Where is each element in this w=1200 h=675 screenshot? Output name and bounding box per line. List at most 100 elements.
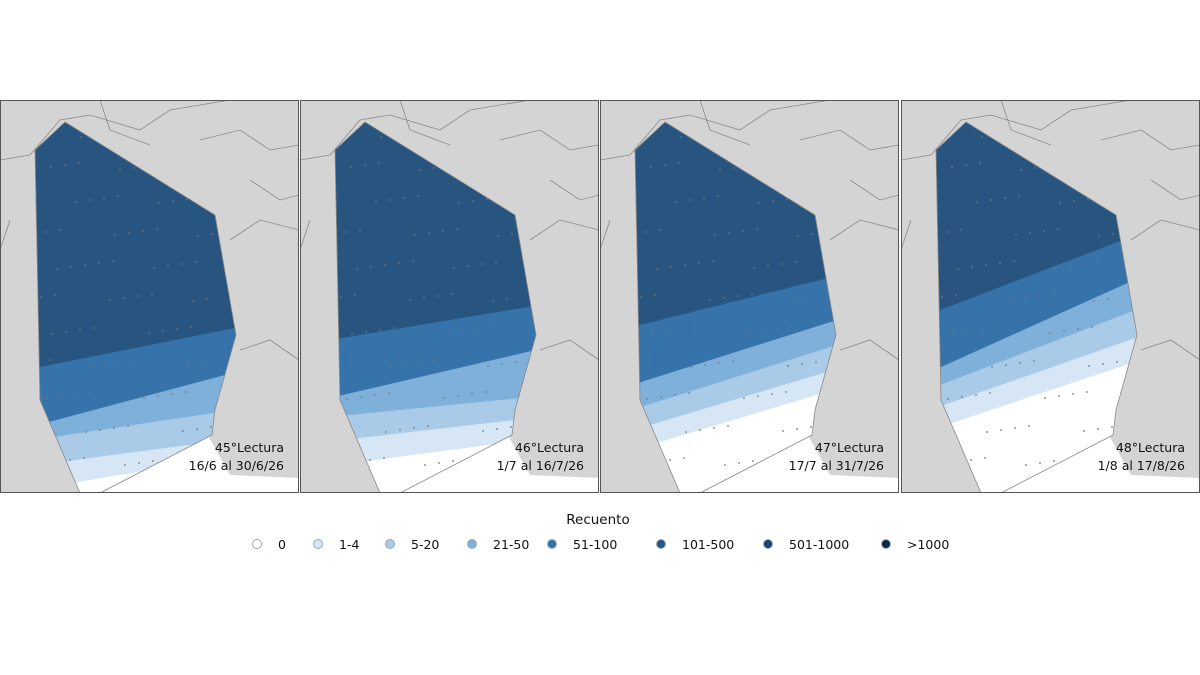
station xyxy=(65,331,67,333)
station xyxy=(418,362,420,364)
station xyxy=(1096,261,1098,263)
station xyxy=(374,394,376,396)
border-line xyxy=(829,219,899,241)
station xyxy=(497,235,499,237)
station xyxy=(56,268,58,270)
station xyxy=(811,233,813,235)
legend-swatch xyxy=(252,539,262,549)
station xyxy=(195,261,197,263)
station xyxy=(664,164,666,166)
station xyxy=(1019,362,1021,364)
station xyxy=(1097,428,1099,430)
station xyxy=(201,363,203,365)
station xyxy=(1091,326,1093,328)
region-outline xyxy=(634,121,837,493)
station xyxy=(670,266,672,268)
station xyxy=(113,427,115,429)
panel-dates: 1/7 al 16/7/26 xyxy=(497,458,584,473)
station xyxy=(428,232,430,234)
station xyxy=(119,169,121,171)
border-line xyxy=(0,219,11,251)
station xyxy=(354,294,356,296)
map-panel: 47°Lectura 17/7 al 31/7/26 xyxy=(600,100,899,493)
border-line xyxy=(249,179,299,201)
station xyxy=(986,431,988,433)
station xyxy=(659,229,661,231)
station xyxy=(471,393,473,395)
station xyxy=(767,265,769,267)
station xyxy=(712,260,714,262)
station xyxy=(69,459,71,461)
panel-dates: 17/7 al 31/7/26 xyxy=(789,458,884,473)
station xyxy=(389,199,391,201)
station xyxy=(109,299,111,301)
station xyxy=(786,198,788,200)
station xyxy=(1098,235,1100,237)
station xyxy=(1010,299,1012,301)
station xyxy=(1028,425,1030,427)
station xyxy=(142,230,144,232)
station xyxy=(501,363,503,365)
station xyxy=(118,362,120,364)
station xyxy=(379,329,381,331)
station xyxy=(1063,330,1065,332)
station xyxy=(187,365,189,367)
station xyxy=(955,294,957,296)
station xyxy=(752,460,754,462)
station xyxy=(192,300,194,302)
station xyxy=(1000,429,1002,431)
map-panel: 48°Lectura 1/8 al 17/8/26 xyxy=(901,100,1200,493)
station xyxy=(413,427,415,429)
border-line xyxy=(229,219,299,241)
station xyxy=(727,425,729,427)
station xyxy=(771,393,773,395)
station xyxy=(176,328,178,330)
station xyxy=(719,169,721,171)
station xyxy=(970,459,972,461)
station xyxy=(433,167,435,169)
station xyxy=(385,431,387,433)
station xyxy=(1059,202,1061,204)
station xyxy=(1086,391,1088,393)
station xyxy=(1116,361,1118,363)
station xyxy=(133,167,135,169)
station xyxy=(409,299,411,301)
station xyxy=(185,391,187,393)
legend-swatch xyxy=(467,539,477,549)
legend-label: 21-50 xyxy=(493,537,529,552)
station xyxy=(98,262,100,264)
panel-title: 45°Lectura xyxy=(215,440,284,455)
station xyxy=(210,426,212,428)
station xyxy=(796,428,798,430)
station xyxy=(117,195,119,197)
station xyxy=(1043,230,1045,232)
station xyxy=(345,231,347,233)
station xyxy=(979,162,981,164)
station xyxy=(737,295,739,297)
station xyxy=(665,331,667,333)
border-line xyxy=(849,179,899,201)
station xyxy=(45,231,47,233)
station xyxy=(496,428,498,430)
station xyxy=(1038,295,1040,297)
station xyxy=(971,266,973,268)
panel-title: 48°Lectura xyxy=(1116,440,1185,455)
station xyxy=(370,266,372,268)
station xyxy=(782,430,784,432)
station xyxy=(138,462,140,464)
station xyxy=(981,136,983,138)
station xyxy=(50,166,52,168)
ocean xyxy=(95,430,299,493)
station xyxy=(112,260,114,262)
border-line xyxy=(239,339,299,361)
station xyxy=(660,396,662,398)
station xyxy=(190,326,192,328)
station xyxy=(714,234,716,236)
panel-title: 46°Lectura xyxy=(515,440,584,455)
station xyxy=(690,366,692,368)
station xyxy=(1083,430,1085,432)
station xyxy=(688,392,690,394)
station xyxy=(181,263,183,265)
station xyxy=(961,396,963,398)
station xyxy=(458,202,460,204)
